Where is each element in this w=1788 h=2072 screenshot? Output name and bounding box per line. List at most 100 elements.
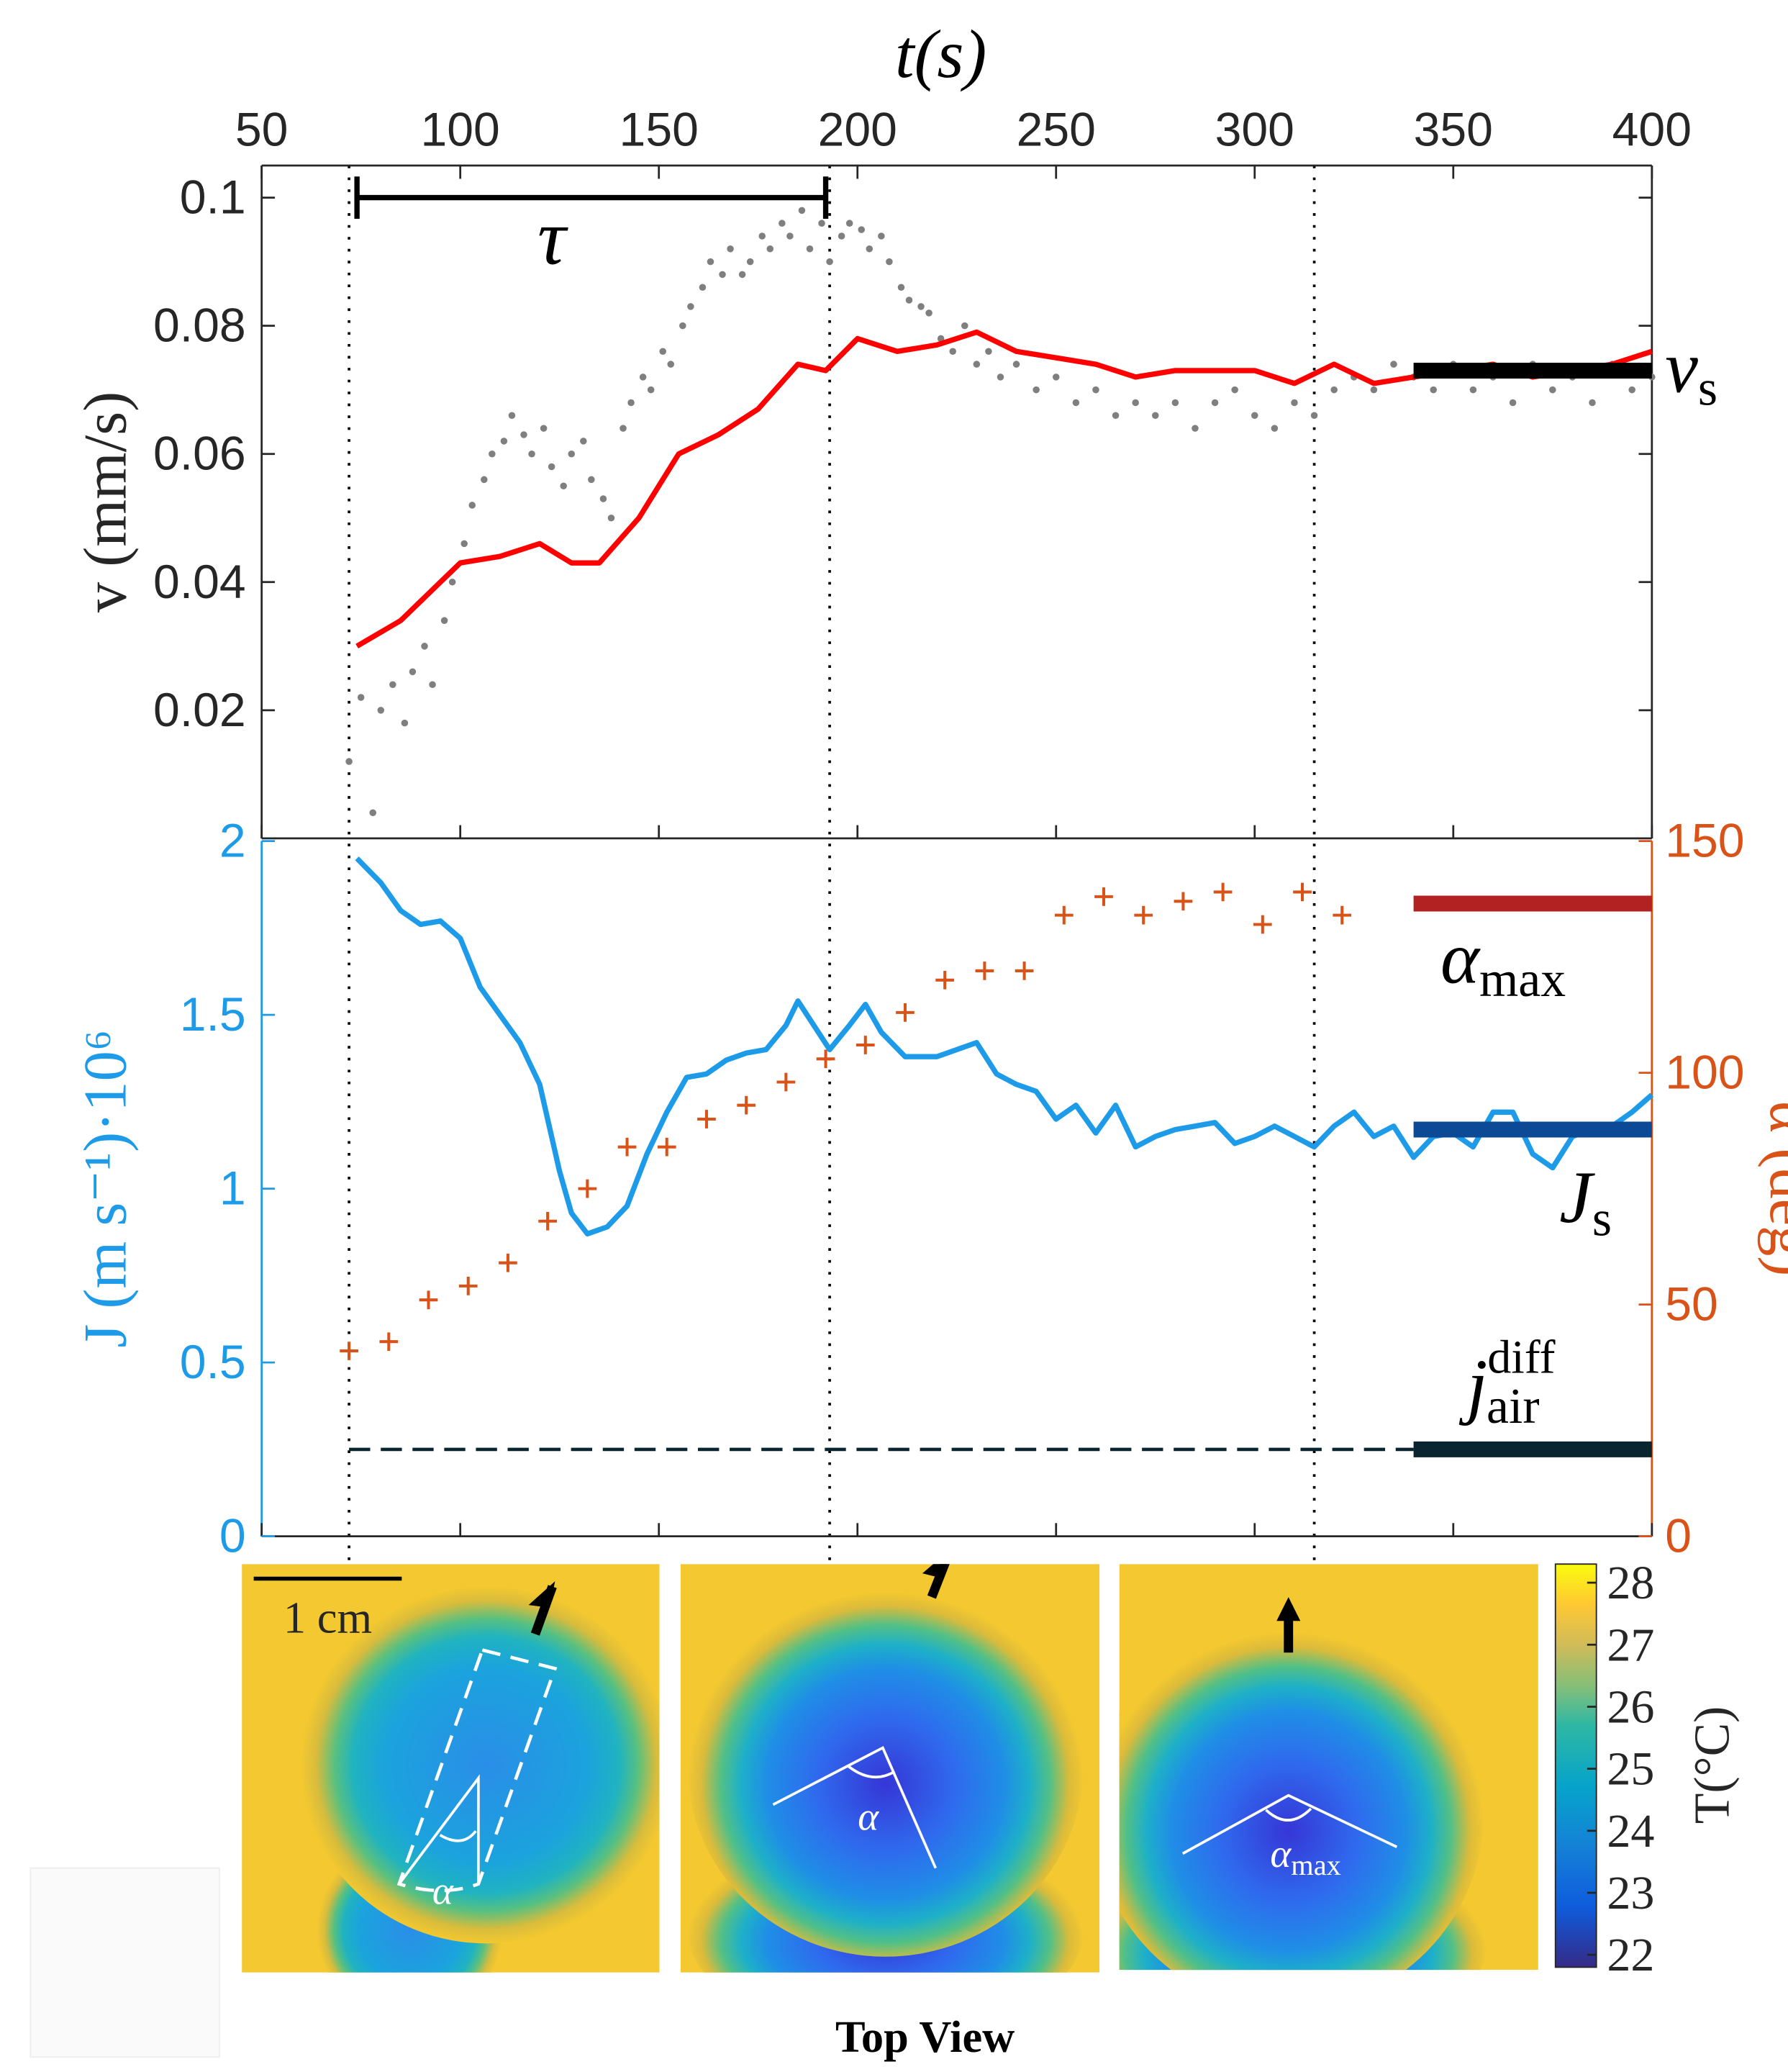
reference-sup: diff: [1487, 1331, 1556, 1383]
reference-sub: s: [1698, 361, 1717, 417]
data-point: [460, 540, 468, 548]
y-tick-label: 1.5: [180, 988, 246, 1041]
reference-symbol: j: [1459, 1344, 1488, 1426]
data-point: [925, 309, 932, 317]
bracket-label: τ: [537, 193, 568, 281]
data-point: [896, 1003, 915, 1022]
data-point: [1214, 883, 1233, 902]
data-line: [357, 859, 1652, 1234]
data-point: [1470, 386, 1477, 394]
data-point: [758, 232, 766, 240]
data-point: [906, 297, 913, 304]
y-tick-label: 2: [219, 815, 246, 868]
data-point: [727, 245, 734, 253]
data-point: [1212, 399, 1219, 407]
reference-label: Js: [1559, 1157, 1612, 1247]
data-point: [1033, 386, 1040, 394]
data-point: [974, 361, 981, 368]
data-point: [667, 361, 674, 368]
data-point: [1015, 962, 1034, 980]
data-point: [1094, 887, 1113, 906]
data-point: [739, 271, 746, 279]
data-point: [379, 1332, 398, 1351]
colorbar: [1556, 1564, 1597, 1967]
data-point: [548, 463, 555, 471]
data-point: [578, 1180, 596, 1198]
y-tick-label: 0: [219, 1510, 246, 1563]
data-point: [441, 617, 448, 624]
data-point: [1253, 915, 1272, 934]
reference-label: αmax: [1440, 918, 1566, 1008]
angle-symbol: α: [1270, 1832, 1292, 1876]
data-point: [449, 579, 456, 586]
image-1: 1 cm: [242, 1564, 671, 2022]
y-tick-label: 1: [219, 1162, 246, 1216]
y-axis-title: v (mm/s): [72, 392, 139, 612]
data-point: [866, 245, 873, 253]
data-point: [618, 1138, 637, 1157]
data-point: [1333, 906, 1351, 925]
data-point: [856, 1036, 875, 1054]
data-point: [818, 220, 825, 227]
data-point: [846, 220, 853, 227]
data-point: [817, 1049, 835, 1068]
data-point: [499, 1254, 517, 1272]
data-point: [658, 1138, 676, 1157]
angle-label: α: [858, 1794, 879, 1838]
data-point: [1291, 399, 1298, 407]
data-point: [997, 374, 1004, 381]
data-point: [949, 348, 956, 355]
data-point: [1152, 412, 1159, 420]
data-point: [620, 425, 627, 432]
y2-tick-label: 100: [1665, 1046, 1744, 1100]
data-point: [389, 681, 396, 688]
data-point: [1132, 399, 1139, 407]
colorbar-title: T(°C): [1684, 1706, 1740, 1824]
y-tick-label: 0.1: [180, 171, 246, 225]
reference-symbol: J: [1559, 1157, 1595, 1239]
data-point: [1510, 399, 1517, 407]
data-point: [858, 226, 865, 233]
data-point: [377, 707, 384, 714]
colorbar-tick-label: 27: [1607, 1619, 1654, 1671]
thermal-images: 1 cm α α αmax Top View: [30, 1550, 1596, 2062]
data-point: [1053, 374, 1060, 381]
data-point: [1092, 386, 1099, 394]
y-tick-label: 0.02: [153, 684, 246, 737]
data-point: [627, 399, 635, 407]
data-point: [419, 1290, 438, 1309]
placeholder-box: [30, 1868, 219, 2058]
data-point: [528, 451, 535, 458]
data-point: [687, 303, 694, 310]
data-point: [878, 232, 885, 240]
data-point: [679, 322, 686, 330]
data-point: [568, 451, 575, 458]
caption: Top View: [835, 2012, 1015, 2062]
data-point: [409, 669, 417, 676]
x-tick-label: 50: [235, 104, 289, 157]
angle-label: α: [432, 1868, 454, 1912]
data-point: [779, 220, 786, 227]
x-tick-label: 100: [421, 104, 500, 157]
data-point: [1251, 412, 1258, 420]
data-point: [501, 438, 508, 445]
data-point: [640, 374, 647, 381]
y-tick-label: 0.06: [153, 427, 246, 481]
data-point: [898, 284, 905, 291]
data-point: [429, 681, 436, 688]
data-point: [1134, 906, 1153, 925]
data-point: [961, 322, 968, 330]
colorbar-tick-label: 26: [1607, 1681, 1654, 1734]
data-point: [421, 643, 428, 650]
data-point: [340, 1342, 358, 1360]
data-point: [699, 284, 707, 291]
colorbar-tick-label: 25: [1607, 1743, 1654, 1796]
data-point: [369, 810, 376, 817]
data-point: [468, 502, 476, 509]
data-line: [357, 332, 1652, 646]
data-point: [358, 694, 365, 701]
data-point: [459, 1277, 478, 1295]
data-point: [697, 1110, 716, 1128]
y2-tick-label: 0: [1665, 1510, 1692, 1563]
data-point: [538, 1212, 557, 1231]
